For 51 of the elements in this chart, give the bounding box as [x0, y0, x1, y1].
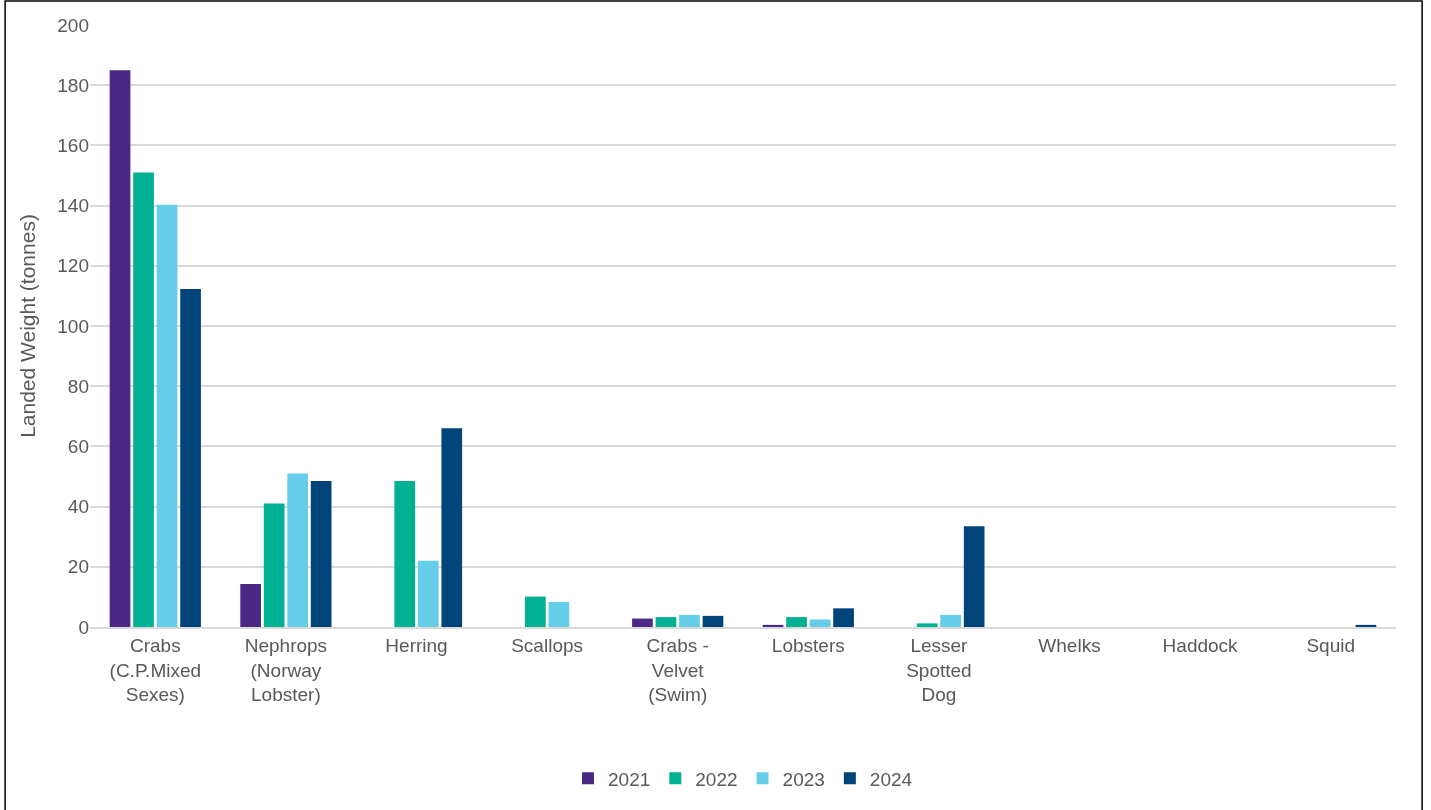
- bar: [287, 473, 308, 627]
- x-tick-label: Lobsters: [771, 634, 845, 656]
- bar: [109, 70, 131, 627]
- x-tick-label: Haddock: [1162, 634, 1239, 656]
- bar: [133, 172, 154, 627]
- bar: [525, 596, 546, 627]
- bar: [809, 619, 831, 627]
- legend-label: 2022: [695, 768, 738, 790]
- bar: [762, 624, 784, 627]
- bar: [833, 608, 854, 627]
- y-tick-label: 140: [57, 195, 89, 217]
- bar: [417, 560, 439, 627]
- y-tick-label: 100: [57, 315, 89, 337]
- x-tick-label: Nephrops (Norway Lobster): [244, 634, 328, 706]
- y-tick-label: 0: [78, 616, 89, 638]
- y-tick-label: 200: [57, 14, 89, 36]
- bar: [786, 617, 807, 627]
- bar: [310, 481, 332, 627]
- legend-label: 2021: [608, 768, 651, 790]
- bar: [240, 583, 261, 627]
- legend-label: 2023: [782, 768, 825, 790]
- y-tick-label: 180: [57, 74, 89, 96]
- y-tick-label: 20: [67, 556, 89, 578]
- y-axis-title: Landed Weight (tonnes): [16, 214, 40, 438]
- bar: [156, 204, 178, 627]
- bar: [394, 481, 416, 627]
- bar: [702, 615, 724, 627]
- x-tick-label: Whelks: [1038, 634, 1101, 656]
- bar: [963, 526, 985, 627]
- y-tick-label: 160: [57, 135, 89, 157]
- y-tick-label: 120: [57, 255, 89, 277]
- x-tick-label: Herring: [385, 634, 448, 656]
- bar: [441, 428, 463, 627]
- legend-label: 2024: [869, 768, 913, 790]
- x-tick-label: Crabs (C.P.Mixed Sexes): [109, 634, 202, 706]
- y-tick-label: 80: [67, 375, 89, 397]
- bar: [679, 614, 700, 627]
- bar: [940, 614, 961, 627]
- bar: [632, 618, 653, 627]
- y-tick-label: 60: [67, 436, 89, 458]
- bar: [548, 602, 570, 627]
- bar: [655, 617, 677, 627]
- y-tick-label: 40: [67, 496, 89, 518]
- bar: [1355, 624, 1377, 627]
- bar: [263, 503, 285, 627]
- bar: [916, 623, 938, 627]
- x-tick-label: Crabs - Velvet (Swim): [646, 634, 709, 706]
- x-tick-label: Squid: [1306, 634, 1355, 656]
- bar: [180, 288, 201, 627]
- x-tick-label: Scallops: [511, 634, 584, 656]
- x-tick-label: Lesser Spotted Dog: [906, 634, 972, 706]
